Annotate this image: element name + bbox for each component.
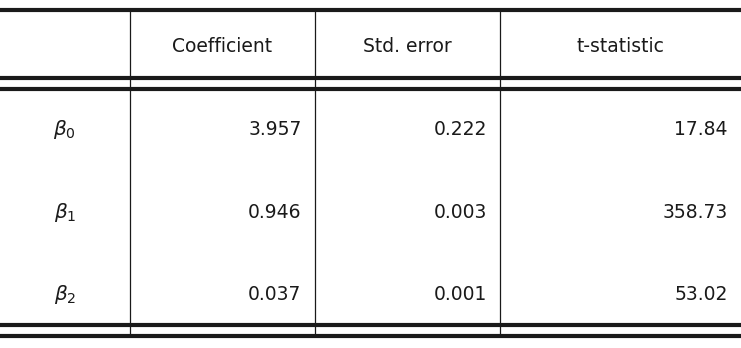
Text: 0.003: 0.003 <box>433 203 487 222</box>
Text: 0.222: 0.222 <box>433 120 487 140</box>
Text: $\beta_0$: $\beta_0$ <box>53 118 76 141</box>
Text: 17.84: 17.84 <box>674 120 728 140</box>
Text: 0.037: 0.037 <box>248 285 302 304</box>
Text: 0.001: 0.001 <box>433 285 487 304</box>
Text: $\beta_1$: $\beta_1$ <box>53 201 76 224</box>
Text: 358.73: 358.73 <box>662 203 728 222</box>
Text: $\beta_2$: $\beta_2$ <box>53 283 76 306</box>
Text: 53.02: 53.02 <box>674 285 728 304</box>
Text: Std. error: Std. error <box>363 38 452 56</box>
Text: 3.957: 3.957 <box>248 120 302 140</box>
Text: t-statistic: t-statistic <box>576 38 665 56</box>
Text: 0.946: 0.946 <box>248 203 302 222</box>
Text: Coefficient: Coefficient <box>172 38 273 56</box>
